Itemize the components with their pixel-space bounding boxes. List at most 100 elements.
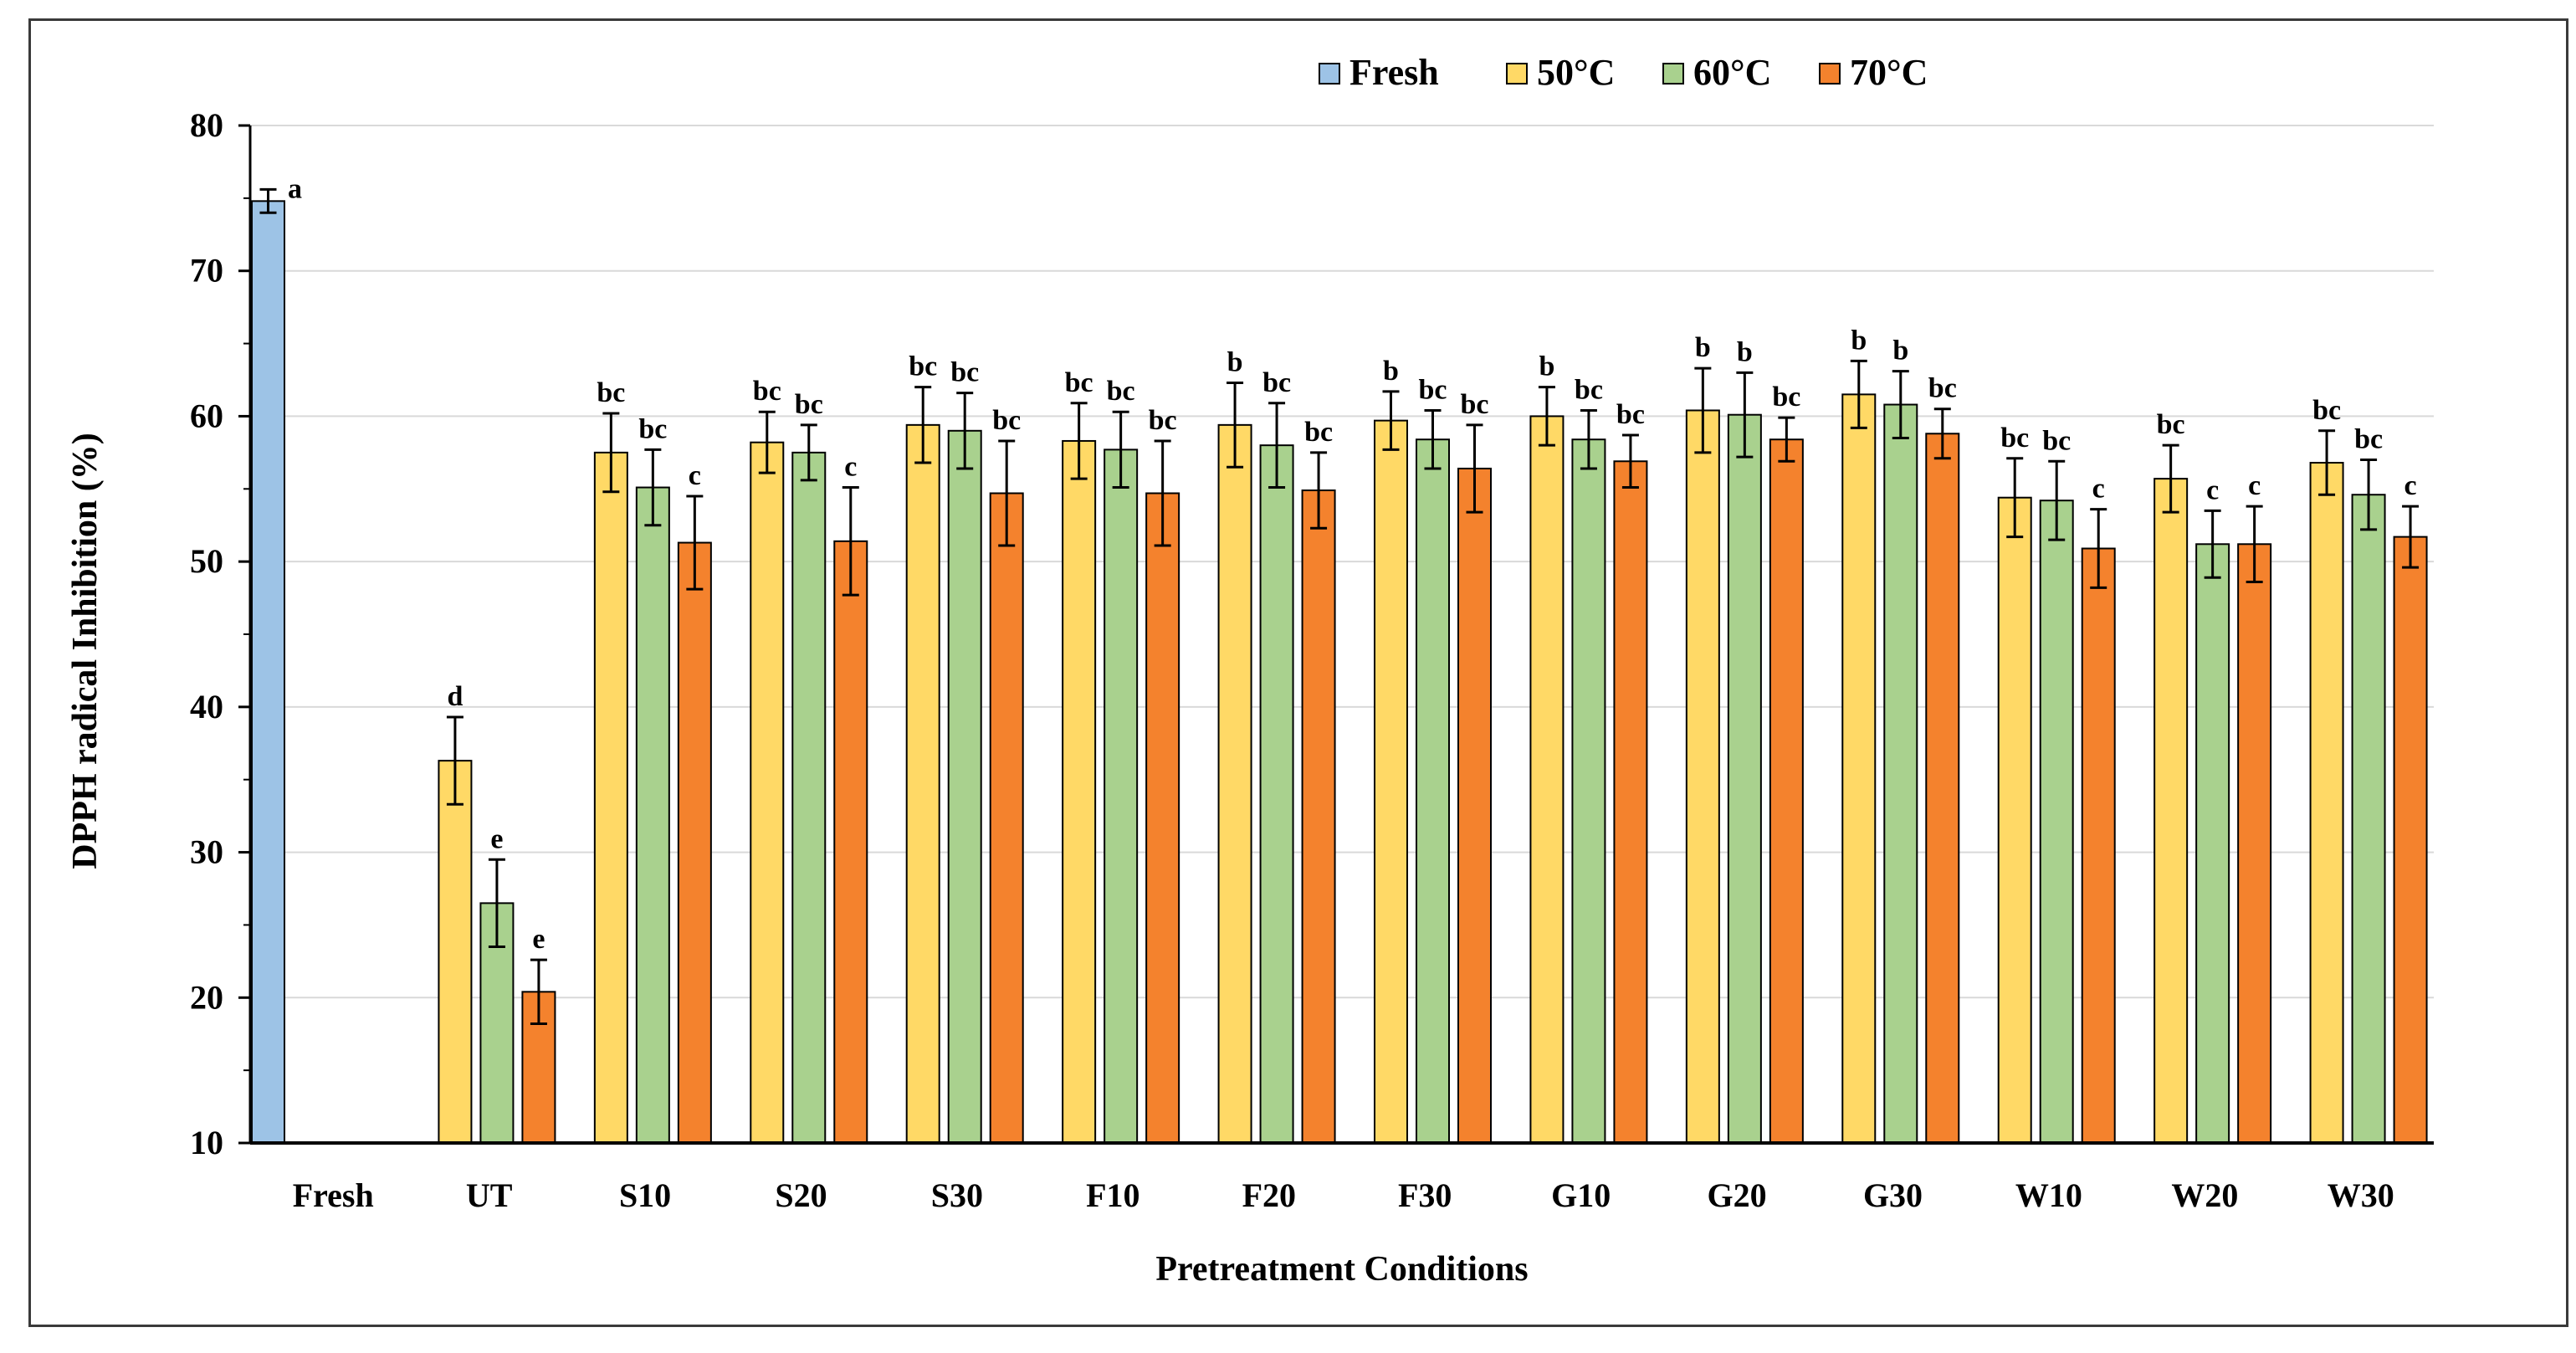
bar-70C-F30 bbox=[1457, 467, 1492, 1144]
bar-50C-S20 bbox=[750, 441, 785, 1144]
error-bar bbox=[914, 386, 932, 464]
bar-Fresh-Fresh bbox=[251, 200, 285, 1144]
significance-label: b bbox=[1851, 325, 1867, 356]
legend-swatch bbox=[1662, 63, 1684, 85]
significance-label: c bbox=[2248, 470, 2261, 501]
bar-50C-UT bbox=[438, 760, 473, 1144]
bar-50C-W20 bbox=[2153, 478, 2189, 1144]
y-tick-label: 40 bbox=[190, 688, 223, 725]
legend-swatch bbox=[1819, 63, 1841, 85]
significance-label: bc bbox=[753, 376, 781, 407]
y-axis-title: DPPH radical Inhibition (%) bbox=[66, 433, 105, 869]
bar-50C-G10 bbox=[1529, 415, 1565, 1144]
significance-label: bc bbox=[1772, 382, 1800, 413]
bar-70C-G30 bbox=[1925, 433, 1960, 1144]
error-bar bbox=[1778, 416, 1795, 463]
y-tick-label: 80 bbox=[190, 106, 223, 144]
bar-60C-G30 bbox=[1883, 403, 1918, 1144]
significance-label: bc bbox=[1304, 417, 1333, 448]
chart-frame: 10 20 30 40 50 60 70 80 a Fresh d e e UT bc bc c S10 bc bc c… bbox=[28, 18, 2568, 1327]
error-bar bbox=[602, 412, 620, 494]
y-tick-label: 10 bbox=[190, 1124, 223, 1161]
error-bar bbox=[1538, 386, 1555, 447]
significance-label: e bbox=[532, 924, 545, 955]
bars bbox=[251, 187, 2428, 1145]
error-bar bbox=[2360, 459, 2378, 531]
significance-label: bc bbox=[909, 351, 937, 382]
error-bar bbox=[2048, 459, 2066, 541]
error-bar bbox=[2318, 429, 2336, 496]
legend-label: Fresh bbox=[1349, 52, 1439, 93]
error-bar bbox=[1736, 371, 1754, 459]
error-bar bbox=[1933, 407, 1951, 460]
error-bar bbox=[1466, 423, 1483, 514]
bar-50C-F20 bbox=[1217, 423, 1252, 1144]
bar-60C-UT bbox=[479, 902, 515, 1145]
x-category-label: S10 bbox=[619, 1176, 671, 1214]
bar-70C-G20 bbox=[1769, 438, 1804, 1145]
significance-label: bc bbox=[2157, 409, 2185, 440]
axes bbox=[238, 124, 2434, 1145]
error-bar bbox=[259, 187, 277, 214]
significance-label: b bbox=[1539, 351, 1554, 382]
error-bar bbox=[1310, 451, 1328, 530]
significance-label: c bbox=[2092, 474, 2105, 505]
significance-label: bc bbox=[1262, 367, 1291, 398]
y-tick-label: 70 bbox=[190, 252, 223, 290]
significance-label: b bbox=[1695, 332, 1711, 363]
bar-70C-S10 bbox=[677, 541, 712, 1144]
y-tick-label: 30 bbox=[190, 833, 223, 871]
legend-label: 50°C bbox=[1537, 52, 1615, 93]
bar-60C-W10 bbox=[2039, 500, 2074, 1144]
significance-label: bc bbox=[1149, 405, 1177, 436]
error-bar bbox=[530, 958, 547, 1026]
x-category-label: W30 bbox=[2328, 1176, 2394, 1214]
bar-60C-W30 bbox=[2351, 494, 2386, 1144]
error-bar bbox=[1112, 410, 1129, 489]
bar-50C-F10 bbox=[1062, 439, 1097, 1144]
significance-label: bc bbox=[795, 389, 823, 420]
error-bar bbox=[488, 858, 505, 948]
y-tick-label: 60 bbox=[190, 397, 223, 434]
x-category-label: W20 bbox=[2171, 1176, 2238, 1214]
error-bar bbox=[1227, 381, 1244, 469]
error-bar bbox=[2090, 508, 2107, 589]
bar-50C-S30 bbox=[905, 423, 940, 1144]
x-category-label: S30 bbox=[931, 1176, 983, 1214]
bar-50C-S10 bbox=[593, 451, 628, 1144]
significance-label: b bbox=[1227, 346, 1243, 377]
significance-label: b bbox=[1383, 356, 1399, 387]
error-bar bbox=[1382, 390, 1400, 451]
y-tick-label: 20 bbox=[190, 978, 223, 1016]
significance-label: bc bbox=[950, 357, 979, 388]
significance-label: bc bbox=[2000, 423, 2029, 454]
legend-label: 70°C bbox=[1850, 52, 1928, 93]
error-bar bbox=[842, 486, 859, 597]
error-bar bbox=[2246, 505, 2263, 583]
x-category-label: G10 bbox=[1551, 1176, 1611, 1214]
bar-70C-S30 bbox=[989, 492, 1024, 1144]
error-bar bbox=[1892, 370, 1909, 439]
significance-label: bc bbox=[1928, 373, 1957, 404]
significance-label: bc bbox=[638, 413, 667, 444]
significance-label: bc bbox=[1461, 389, 1489, 420]
bar-60C-G20 bbox=[1727, 413, 1762, 1145]
bar-60C-S30 bbox=[947, 429, 982, 1144]
x-category-label: Fresh bbox=[293, 1176, 374, 1214]
error-bar bbox=[800, 423, 817, 482]
legend: Fresh 50°C 60°C 70°C bbox=[1319, 52, 1928, 93]
bar-60C-F10 bbox=[1104, 448, 1139, 1144]
error-bar bbox=[1850, 359, 1867, 429]
error-bar bbox=[1070, 402, 1088, 480]
significance-label: a bbox=[288, 173, 302, 204]
error-bar bbox=[2402, 505, 2420, 569]
significance-label: b bbox=[1892, 336, 1908, 366]
legend-label: 60°C bbox=[1693, 52, 1771, 93]
error-bar bbox=[1580, 408, 1597, 470]
bar-60C-G10 bbox=[1571, 438, 1606, 1145]
x-category-label: F10 bbox=[1086, 1176, 1139, 1214]
x-category-label: G30 bbox=[1863, 1176, 1923, 1214]
bar-70C-W30 bbox=[2393, 536, 2428, 1144]
bar-60C-S10 bbox=[635, 486, 670, 1144]
